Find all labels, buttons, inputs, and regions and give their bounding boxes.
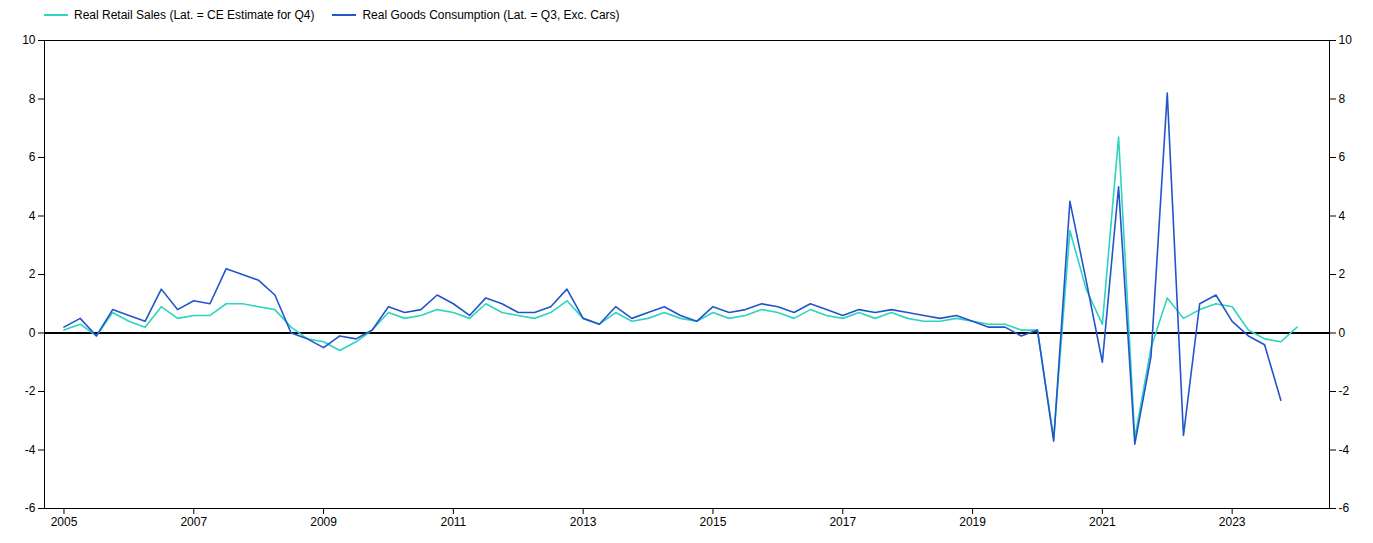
svg-text:2015: 2015 <box>700 515 727 529</box>
svg-text:10: 10 <box>1339 33 1353 47</box>
svg-text:2005: 2005 <box>51 515 78 529</box>
html-text:Real Goods Consumption (Lat. =: Real Goods Consumption (Lat. = Q3, Exc. … <box>362 8 620 22</box>
svg-text:4: 4 <box>1339 209 1346 223</box>
svg-text:-4: -4 <box>1339 443 1350 457</box>
svg-text:2: 2 <box>29 267 36 281</box>
svg-text:-6: -6 <box>25 501 36 515</box>
svg-text:8: 8 <box>1339 92 1346 106</box>
svg-text:0: 0 <box>1339 326 1346 340</box>
svg-text:8: 8 <box>29 92 36 106</box>
svg-text:6: 6 <box>29 150 36 164</box>
svg-text:2019: 2019 <box>959 515 986 529</box>
svg-text:-4: -4 <box>25 443 36 457</box>
svg-text:-6: -6 <box>1339 501 1350 515</box>
html-text:Real Retail Sales (Lat. = CE E: Real Retail Sales (Lat. = CE Estimate fo… <box>74 8 315 22</box>
svg-text:-2: -2 <box>25 384 36 398</box>
svg-text:2017: 2017 <box>829 515 856 529</box>
svg-text:2013: 2013 <box>570 515 597 529</box>
svg-text:-2: -2 <box>1339 384 1350 398</box>
svg-text:4: 4 <box>29 209 36 223</box>
svg-text:2007: 2007 <box>180 515 207 529</box>
svg-text:2: 2 <box>1339 267 1346 281</box>
svg-text:2021: 2021 <box>1089 515 1116 529</box>
svg-text:2011: 2011 <box>440 515 466 529</box>
svg-text:0: 0 <box>29 326 36 340</box>
svg-text:2023: 2023 <box>1219 515 1246 529</box>
svg-text:2009: 2009 <box>310 515 337 529</box>
svg-text:6: 6 <box>1339 150 1346 164</box>
svg-text:10: 10 <box>22 33 36 47</box>
